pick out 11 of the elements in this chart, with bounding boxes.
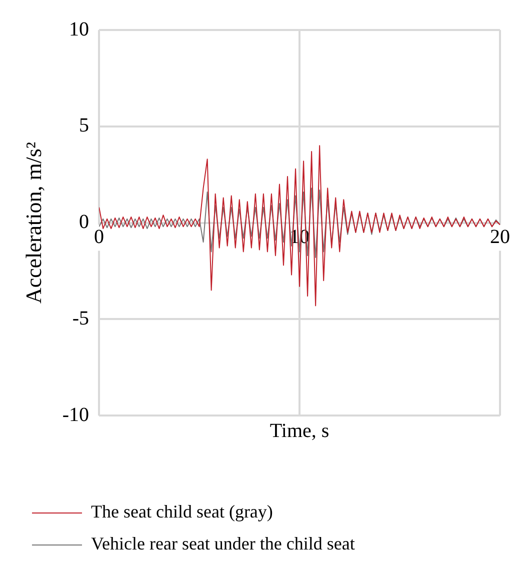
- x-tick-label: 0: [94, 226, 104, 248]
- y-tick-label: -10: [62, 404, 90, 426]
- y-axis-title: Acceleration, m/s²: [20, 142, 46, 304]
- y-tick-label: 10: [69, 18, 90, 40]
- y-tick-label: -5: [72, 307, 90, 330]
- x-axis-title: Time, s: [270, 420, 330, 442]
- y-tick-label: 0: [79, 211, 90, 234]
- y-tick-label: 5: [79, 114, 90, 137]
- legend-label: Vehicle rear seat under the child seat: [91, 534, 355, 554]
- legend-label: The seat child seat (gray): [91, 502, 273, 522]
- x-tick-label: 20: [490, 226, 510, 248]
